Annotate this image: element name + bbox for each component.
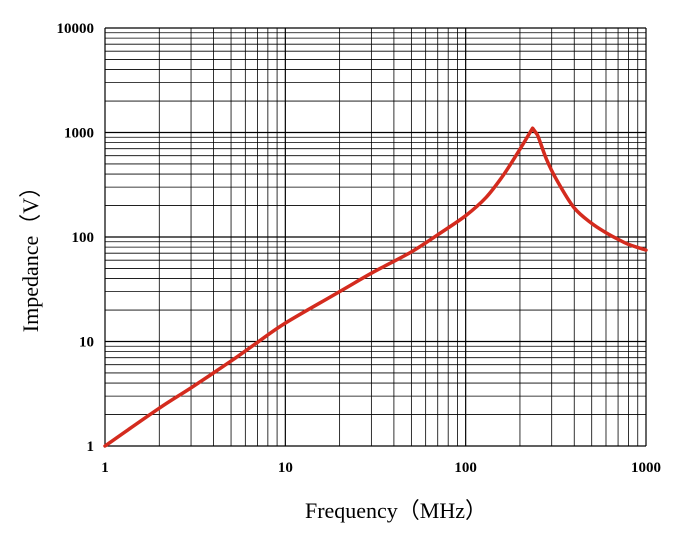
- grid-major: [104, 27, 647, 447]
- y-tick-label: 100: [72, 230, 95, 246]
- x-tick-label: 1: [101, 460, 109, 476]
- y-axis-title: Impedance（V）: [18, 176, 43, 332]
- series-layer: [103, 126, 648, 448]
- x-tick-label: 100: [454, 460, 477, 476]
- tick-labels: 1 10 100 1000 1 10 100 1000 10000: [57, 21, 662, 476]
- x-tick-label: 10: [278, 460, 293, 476]
- x-axis-title: Frequency（MHz）: [305, 498, 487, 523]
- series-line-impedance: [103, 126, 648, 448]
- x-tick-label: 1000: [631, 460, 661, 476]
- y-tick-label: 10: [79, 335, 94, 351]
- y-tick-label: 10000: [57, 21, 95, 37]
- y-tick-label: 1: [87, 439, 95, 455]
- y-tick-label: 1000: [64, 126, 94, 142]
